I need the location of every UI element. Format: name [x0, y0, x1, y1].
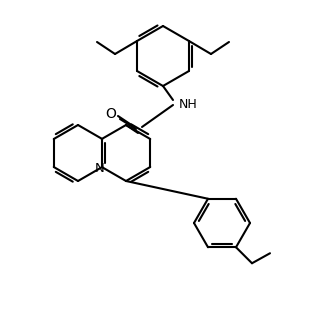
Text: O: O: [106, 107, 116, 121]
Text: NH: NH: [179, 97, 198, 111]
Text: N: N: [95, 161, 105, 174]
